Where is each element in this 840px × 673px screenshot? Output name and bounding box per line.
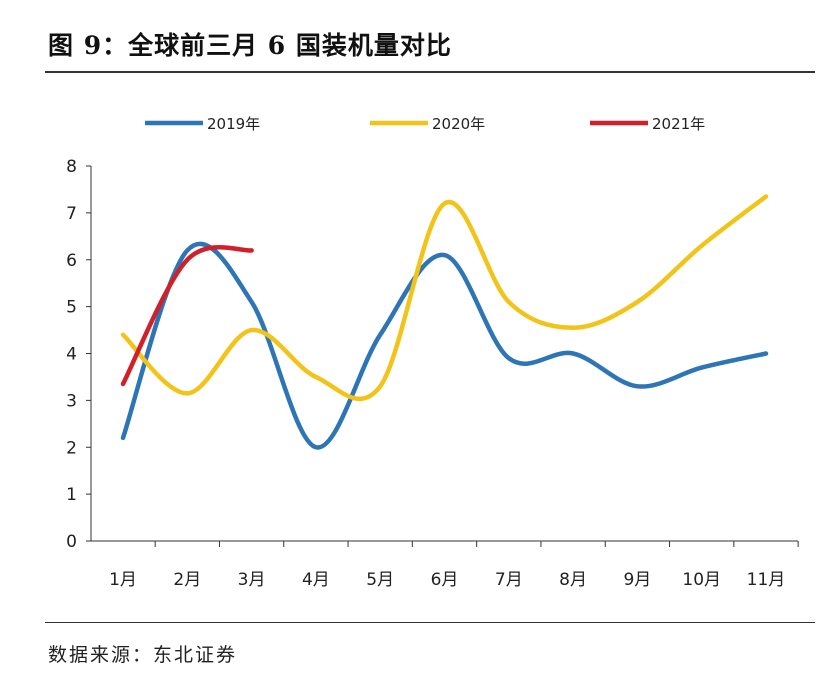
figure-title: 图 9：全球前三月 6 国装机量对比 xyxy=(48,31,452,60)
title-rule xyxy=(45,71,815,73)
x-tick-label: 11月 xyxy=(747,570,786,590)
x-tick-label: 10月 xyxy=(682,570,721,590)
x-tick-label: 3月 xyxy=(238,570,266,590)
y-tick-label: 6 xyxy=(66,251,77,271)
legend-label: 2021年 xyxy=(652,115,705,133)
series-line-2020年 xyxy=(120,194,769,402)
y-tick-label: 7 xyxy=(66,204,77,224)
legend-label: 2019年 xyxy=(207,115,260,133)
source-rule xyxy=(45,622,815,623)
x-tick-label: 9月 xyxy=(623,570,651,590)
x-tick-label: 1月 xyxy=(109,570,137,590)
legend-label: 2020年 xyxy=(432,115,485,133)
x-tick-label: 5月 xyxy=(366,570,394,590)
y-tick-label: 0 xyxy=(66,532,77,552)
series-line-2021年 xyxy=(120,244,254,387)
x-tick-label: 6月 xyxy=(431,570,459,590)
y-tick-label: 2 xyxy=(66,438,77,458)
y-tick-label: 4 xyxy=(66,345,77,365)
y-tick-label: 3 xyxy=(66,391,77,411)
y-tick-label: 5 xyxy=(66,298,77,318)
y-tick-label: 1 xyxy=(66,485,77,505)
x-tick-label: 7月 xyxy=(495,570,523,590)
y-tick-label: 8 xyxy=(66,157,77,177)
x-tick-label: 8月 xyxy=(559,570,587,590)
x-tick-label: 4月 xyxy=(302,570,330,590)
source-note: 数据来源：东北证券 xyxy=(48,644,238,666)
x-tick-label: 2月 xyxy=(173,570,201,590)
